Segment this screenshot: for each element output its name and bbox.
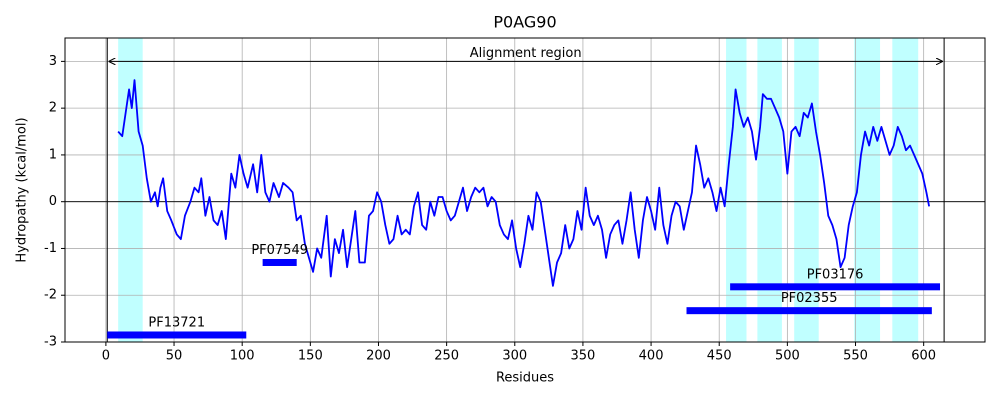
x-tick-label: 100	[230, 349, 255, 364]
x-tick-label: 350	[571, 349, 596, 364]
x-tick-label: 250	[434, 349, 459, 364]
x-tick-label: 550	[843, 349, 868, 364]
domain-bar	[730, 283, 941, 291]
highlight-region	[118, 38, 143, 342]
y-tick-label: 2	[49, 101, 57, 116]
x-tick-label: 0	[102, 349, 110, 364]
x-tick-label: 50	[166, 349, 183, 364]
highlight-region	[892, 38, 919, 342]
y-tick-label: 0	[49, 194, 57, 209]
x-tick-label: 400	[639, 349, 664, 364]
domain-bar	[686, 307, 932, 315]
x-tick-label: 200	[366, 349, 391, 364]
x-tick-label: 600	[911, 349, 936, 364]
domain-label: PF13721	[148, 315, 205, 330]
y-tick-label: -2	[44, 288, 57, 303]
y-tick-label: 3	[49, 54, 57, 69]
highlight-region	[757, 38, 782, 342]
alignment-label: Alignment region	[470, 46, 582, 61]
chart-title: P0AG90	[493, 13, 556, 32]
domain-bar	[262, 258, 297, 266]
x-tick-label: 300	[502, 349, 527, 364]
domain-label: PF02355	[781, 291, 838, 306]
domain-label: PF07549	[251, 243, 308, 258]
x-tick-label: 450	[707, 349, 732, 364]
highlight-region	[794, 38, 819, 342]
highlight-region	[726, 38, 747, 342]
y-axis-label: Hydropathy (kcal/mol)	[15, 117, 30, 262]
y-tick-label: -3	[44, 335, 57, 350]
plot-frame	[64, 37, 986, 343]
x-tick-label: 150	[298, 349, 323, 364]
y-tick-label: -1	[44, 241, 57, 256]
y-tick-label: 1	[49, 147, 57, 162]
domain-bar	[107, 331, 247, 339]
x-tick-label: 500	[775, 349, 800, 364]
x-axis-label: Residues	[496, 371, 554, 386]
domain-label: PF03176	[807, 267, 864, 282]
hydropathy-line	[117, 79, 931, 287]
highlight-region	[854, 38, 881, 342]
